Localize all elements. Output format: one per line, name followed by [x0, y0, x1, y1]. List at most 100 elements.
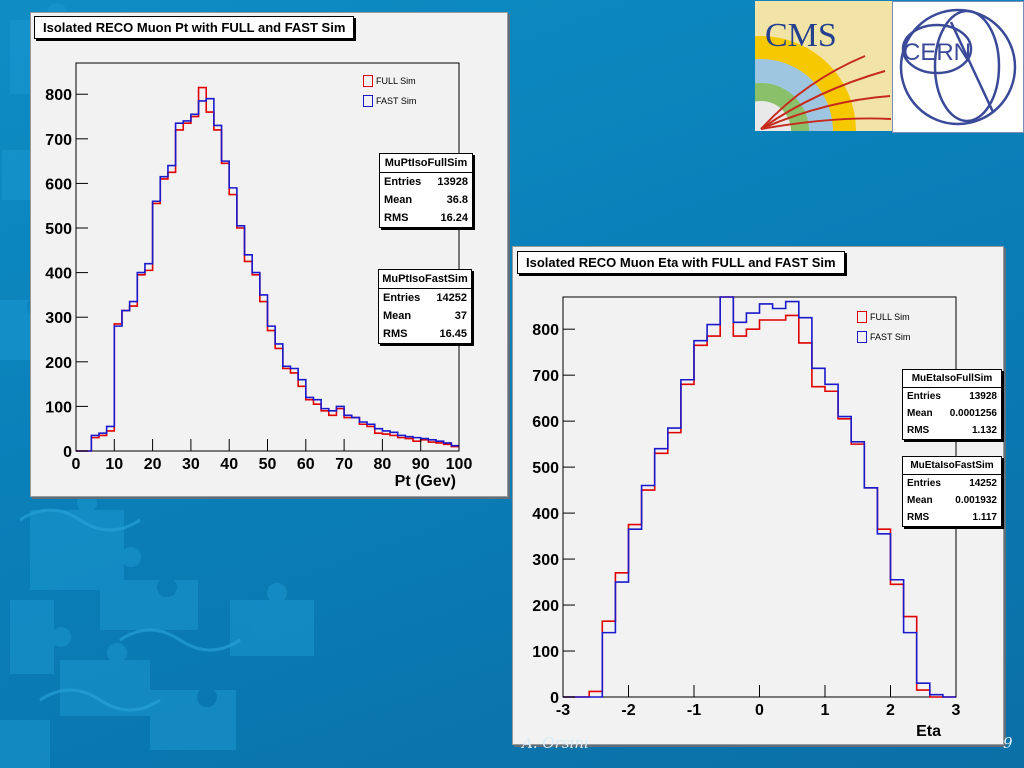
- stats-name: MuPtIsoFastSim: [379, 270, 471, 289]
- legend-fast-sim-label: FAST Sim: [870, 332, 911, 342]
- legend-full-sim: FULL Sim: [857, 307, 910, 327]
- stats-row: Entries 13928: [903, 388, 1001, 405]
- stats-key: RMS: [907, 425, 930, 436]
- y-tick-label: 100: [532, 644, 559, 661]
- y-tick-label: 200: [45, 355, 72, 372]
- x-tick-label: 20: [144, 456, 162, 473]
- x-tick-label: 0: [72, 456, 81, 473]
- x-axis-label: Eta: [916, 723, 941, 740]
- x-tick-label: 60: [297, 456, 315, 473]
- cms-logo-graphic: CMS: [755, 1, 892, 131]
- y-tick-label: 700: [45, 132, 72, 149]
- stats-value: 37: [454, 310, 467, 322]
- stats-key: RMS: [384, 212, 409, 224]
- stats-key: Entries: [907, 391, 941, 402]
- x-tick-label: 90: [412, 456, 430, 473]
- stats-value: 36.8: [446, 194, 468, 206]
- stats-value: 13928: [437, 176, 468, 188]
- stats-value: 14252: [969, 478, 997, 489]
- cern-logo: CERN: [892, 1, 1024, 133]
- stats-box-full: MuEtaIsoFullSim Entries 13928 Mean 0.00012…: [902, 369, 1002, 440]
- y-tick-label: 100: [45, 399, 72, 416]
- x-tick-label: 40: [220, 456, 238, 473]
- legend-full-sim-label: FULL Sim: [376, 76, 416, 86]
- pt-histogram-panel: 0 100 200 300 400 500 600 700 800 0 10 20 30 40 50 60 70…: [30, 12, 508, 497]
- legend-full-sim-label: FULL Sim: [870, 312, 910, 322]
- fast-sim-histogram-line: [563, 296, 956, 698]
- stats-key: Mean: [907, 495, 933, 506]
- eta-legend: FULL Sim FAST Sim: [857, 307, 910, 347]
- x-tick-label: 0: [755, 702, 764, 719]
- x-tick-label: 70: [335, 456, 353, 473]
- full-sim-histogram-line: [563, 296, 956, 698]
- stats-row: Mean 0.001932: [903, 492, 1001, 509]
- y-tick-label: 400: [532, 506, 559, 523]
- stats-key: Entries: [383, 292, 421, 304]
- stats-row: RMS 16.45: [379, 325, 471, 343]
- cern-logo-graphic: CERN: [893, 2, 1023, 132]
- y-tick-label: 200: [532, 598, 559, 615]
- y-tick-label: 0: [63, 444, 72, 461]
- x-tick-label: -3: [556, 702, 570, 719]
- stats-key: Mean: [384, 194, 413, 206]
- cms-logo-text: CMS: [765, 17, 837, 54]
- y-tick-label: 800: [532, 322, 559, 339]
- y-tick-label: 800: [45, 87, 72, 104]
- eta-histogram-title: Isolated RECO Muon Eta with FULL and FAS…: [517, 251, 845, 274]
- cms-logo: CMS: [755, 1, 892, 131]
- y-tick-label: 600: [532, 414, 559, 431]
- pt-histogram-svg: 0 100 200 300 400 500 600 700 800 0 10 20 30 40 50 60 70…: [45, 62, 473, 490]
- fast-sim-swatch: [857, 331, 867, 343]
- x-tick-label: 80: [374, 456, 392, 473]
- pt-histogram-title: Isolated RECO Muon Pt with FULL and FAST…: [34, 16, 355, 39]
- stats-box-fast: MuPtIsoFastSim Entries 14252 Mean 37 RMS 16…: [378, 269, 472, 344]
- stats-value: 16.24: [440, 212, 468, 224]
- y-tick-label: 400: [45, 266, 72, 283]
- y-tick-label: 500: [45, 221, 72, 238]
- plot-frame: [562, 296, 957, 698]
- x-tick-label: 100: [446, 456, 473, 473]
- stats-box-full: MuPtIsoFullSim Entries 13928 Mean 36.8 RMS…: [379, 153, 473, 228]
- eta-histogram-svg: 0 100 200 300 400 500 600 700 800 -3 -2 -1 0 1 2 3 Eta: [532, 296, 961, 740]
- x-tick-label: 2: [886, 702, 895, 719]
- stats-row: Entries 14252: [903, 475, 1001, 492]
- stats-value: 13928: [969, 391, 997, 402]
- fast-sim-swatch: [363, 95, 373, 107]
- x-tick-label: -1: [687, 702, 701, 719]
- cern-logo-text: CERN: [903, 39, 971, 66]
- stats-row: RMS 1.117: [903, 509, 1001, 526]
- stats-box-fast: MuEtaIsoFastSim Entries 14252 Mean 0.00193…: [902, 456, 1002, 527]
- legend-fast-sim-label: FAST Sim: [376, 96, 417, 106]
- y-tick-label: 0: [550, 690, 559, 707]
- eta-histogram-panel: 0 100 200 300 400 500 600 700 800 -3 -2 -1 0 1 2 3 Eta I…: [512, 246, 1004, 745]
- stats-row: Entries 13928: [380, 173, 472, 191]
- stats-key: Entries: [907, 478, 941, 489]
- footer-author: A. Orsini: [522, 734, 589, 752]
- stats-value: 1.132: [971, 425, 997, 436]
- stats-value: 0.0001256: [949, 408, 997, 419]
- stats-name: MuPtIsoFullSim: [380, 154, 472, 173]
- x-tick-label: 10: [105, 456, 123, 473]
- stats-row: Mean 0.0001256: [903, 405, 1001, 422]
- full-sim-swatch: [857, 311, 867, 323]
- plot-frame: [75, 62, 460, 452]
- stats-key: RMS: [383, 328, 408, 340]
- stats-name: MuEtaIsoFastSim: [903, 457, 1001, 475]
- stats-value: 14252: [436, 292, 467, 304]
- y-tick-label: 700: [532, 368, 559, 385]
- x-tick-label: 1: [821, 702, 830, 719]
- stats-row: Entries 14252: [379, 289, 471, 307]
- stats-row: RMS 1.132: [903, 422, 1001, 439]
- stats-row: Mean 36.8: [380, 191, 472, 209]
- pt-legend: FULL Sim FAST Sim: [363, 71, 416, 111]
- stats-key: RMS: [907, 512, 930, 523]
- stats-key: Entries: [384, 176, 422, 188]
- stats-row: RMS 16.24: [380, 209, 472, 227]
- x-axis-label: Pt (Gev): [395, 473, 456, 490]
- x-tick-label: 50: [259, 456, 277, 473]
- x-tick-label: 3: [952, 702, 961, 719]
- stats-key: Mean: [907, 408, 933, 419]
- page-number: 9: [1003, 734, 1013, 752]
- y-tick-label: 300: [532, 552, 559, 569]
